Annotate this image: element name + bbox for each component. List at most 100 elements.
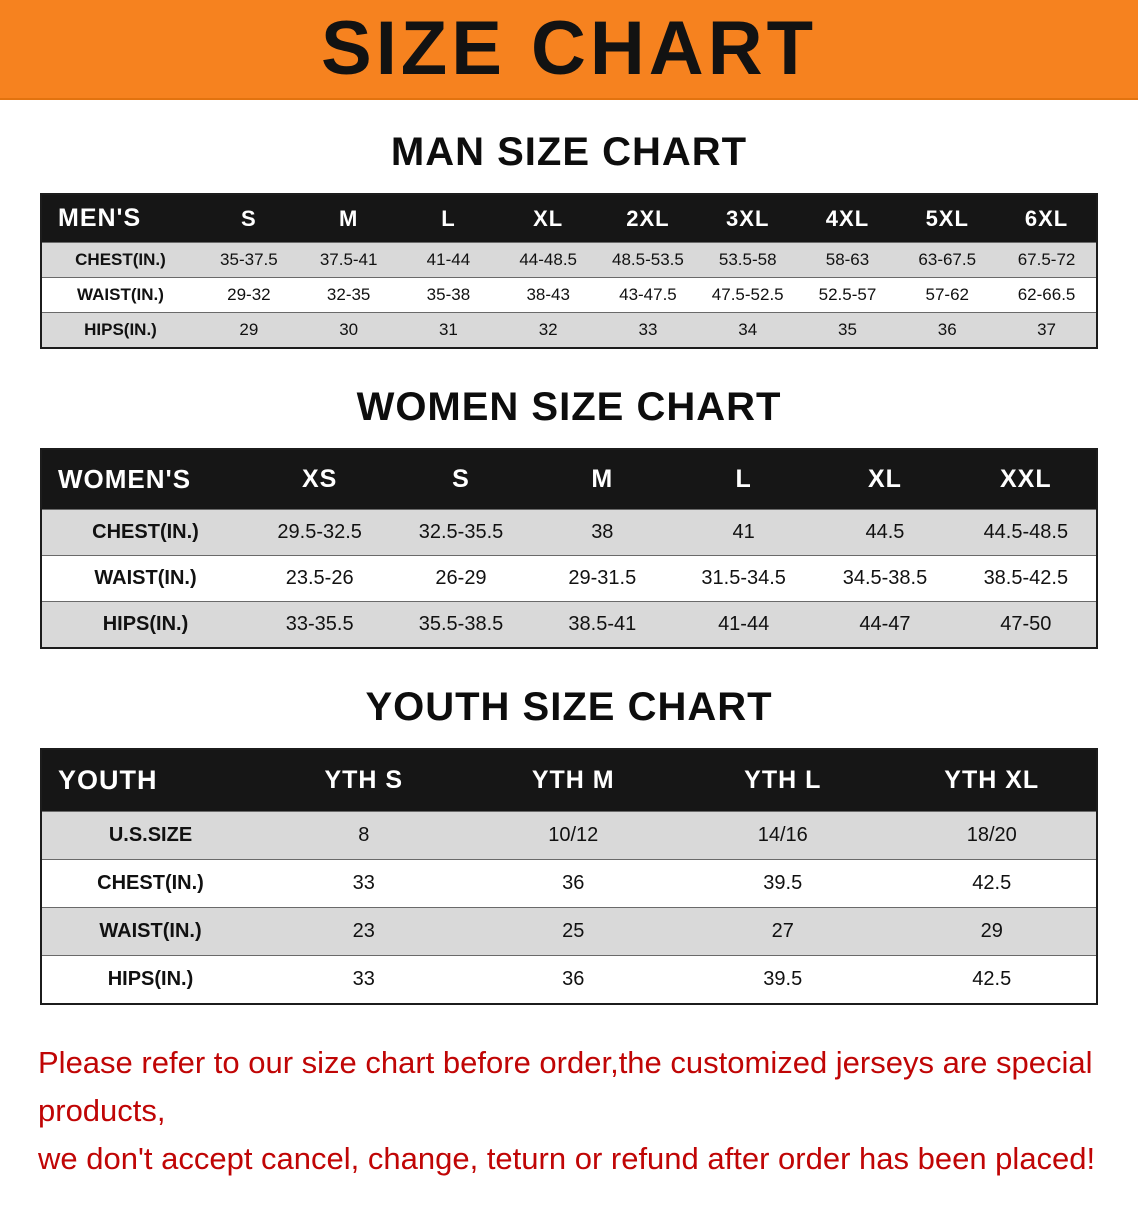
size-column-header: 2XL [598, 194, 698, 243]
size-column-header: 5XL [897, 194, 998, 243]
table-cell: 47-50 [1000, 613, 1052, 635]
row-label: CHEST(IN.) [97, 872, 204, 894]
table-cell: 39.5 [763, 968, 803, 990]
size-column-header: L [672, 449, 815, 510]
size-column-header: XS [249, 449, 391, 510]
table-cell: 38.5-42.5 [983, 567, 1069, 589]
table-cell: 29-32 [227, 285, 271, 304]
row-label: HIPS(IN.) [107, 968, 194, 990]
table-cell: 44-48.5 [519, 250, 578, 269]
table-row: WAIST(IN.) 23.5-26 26-29 29-31.5 31.5-34.5 34… [41, 555, 1097, 602]
table-cell: 39.5 [763, 872, 803, 894]
table-row: WAIST(IN.) 29-32 32-35 35-38 38-43 43-47.5 47.… [41, 277, 1097, 313]
table-row: WAIST(IN.) 23 25 27 29 [41, 907, 1097, 956]
row-label: HIPS(IN.) [84, 320, 157, 339]
table-cell: 44-47 [859, 613, 911, 635]
table-cell: 67.5-72 [1017, 250, 1076, 269]
table-cell: 10/12 [548, 824, 599, 846]
table-cell: 27 [771, 920, 794, 942]
table-cell: 38.5-41 [568, 613, 637, 635]
size-column-header: YTH M [468, 749, 678, 812]
table-cell: 25 [562, 920, 585, 942]
size-column-header: M [531, 449, 673, 510]
section-men: MAN SIZE CHART MEN'S S M L XL 2XL 3XL 4XL 5XL 6XL… [0, 130, 1138, 349]
men-size-table: MEN'S S M L XL 2XL 3XL 4XL 5XL 6XL CHEST(IN.) 35-37… [40, 193, 1098, 349]
table-cell: 42.5 [972, 968, 1012, 990]
table-cell: 14/16 [757, 824, 808, 846]
size-column-header: XL [814, 449, 956, 510]
row-label: CHEST(IN.) [75, 250, 166, 269]
table-cell: 32-35 [326, 285, 371, 304]
table-cell: 33 [352, 968, 375, 990]
table-row: HIPS(IN.) 33-35.5 35.5-38.5 38.5-41 41-44 44-… [41, 601, 1097, 648]
table-cell: 35-37.5 [220, 250, 278, 269]
section-youth: YOUTH SIZE CHART YOUTH YTH S YTH M YTH L YTH… [0, 685, 1138, 1005]
table-row: HIPS(IN.) 29 30 31 32 33 34 35 36 37 [41, 312, 1097, 348]
table-cell: 42.5 [972, 872, 1012, 894]
table-header-row: WOMEN'S XS S M L XL XXL [41, 449, 1097, 510]
row-label: WAIST(IN.) [77, 285, 164, 304]
table-cell: 57-62 [925, 285, 969, 304]
table-cell: 48.5-53.5 [612, 250, 684, 269]
table-cell: 31.5-34.5 [701, 567, 786, 589]
table-cell: 35.5-38.5 [418, 613, 504, 635]
table-cell: 29.5-32.5 [277, 521, 362, 543]
table-row: CHEST(IN.) 29.5-32.5 32.5-35.5 38 41 44.5 44.5… [41, 509, 1097, 556]
row-label: WAIST(IN.) [94, 567, 197, 589]
table-cell: 23.5-26 [285, 567, 354, 589]
table-cell: 62-66.5 [1017, 285, 1076, 304]
table-row: CHEST(IN.) 33 36 39.5 42.5 [41, 859, 1097, 908]
size-column-header: XL [498, 194, 599, 243]
disclaimer-line-1: Please refer to our size chart before or… [38, 1045, 1093, 1129]
table-cell: 32 [538, 320, 558, 339]
table-cell: 30 [339, 320, 359, 339]
table-cell: 36 [562, 968, 585, 990]
size-column-header: XXL [955, 449, 1097, 510]
table-corner-label: WOMEN'S [41, 449, 249, 510]
women-size-table: WOMEN'S XS S M L XL XXL CHEST(IN.) 29.5-32.5 32.5… [40, 448, 1098, 649]
table-cell: 29-31.5 [568, 567, 637, 589]
table-cell: 34.5-38.5 [842, 567, 928, 589]
table-cell: 18/20 [966, 824, 1017, 846]
table-cell: 37 [1037, 320, 1057, 339]
row-label: U.S.SIZE [108, 824, 193, 846]
row-label: WAIST(IN.) [99, 920, 202, 942]
table-row: U.S.SIZE 8 10/12 14/16 18/20 [41, 811, 1097, 860]
table-corner-label: MEN'S [41, 194, 199, 243]
table-cell: 58-63 [825, 250, 870, 269]
table-header-row: YOUTH YTH S YTH M YTH L YTH XL [41, 749, 1097, 812]
table-cell: 31 [438, 320, 458, 339]
table-cell: 41 [732, 521, 755, 543]
table-cell: 41-44 [426, 250, 471, 269]
size-column-header: S [199, 194, 299, 243]
youth-size-table: YOUTH YTH S YTH M YTH L YTH XL U.S.SIZE 8 10/12… [40, 748, 1098, 1005]
table-cell: 35 [838, 320, 857, 339]
table-cell: 43-47.5 [619, 285, 677, 304]
table-cell: 41-44 [718, 613, 770, 635]
table-cell: 44.5 [865, 521, 905, 543]
table-cell: 23 [352, 920, 375, 942]
table-row: CHEST(IN.) 35-37.5 37.5-41 41-44 44-48.5 48.5… [41, 242, 1097, 278]
table-cell: 36 [562, 872, 585, 894]
table-cell: 8 [358, 824, 370, 846]
size-column-header: YTH L [678, 749, 888, 812]
size-column-header: YTH S [259, 749, 469, 812]
table-cell: 47.5-52.5 [711, 285, 784, 304]
table-cell: 33 [352, 872, 375, 894]
table-cell: 26-29 [435, 567, 487, 589]
size-column-header: 4XL [797, 194, 898, 243]
table-cell: 38 [591, 521, 614, 543]
youth-section-heading: YOUTH SIZE CHART [365, 685, 773, 729]
table-cell: 63-67.5 [918, 250, 977, 269]
row-label: CHEST(IN.) [92, 521, 199, 543]
table-cell: 38-43 [526, 285, 570, 304]
size-column-header: L [398, 194, 499, 243]
table-cell: 53.5-58 [718, 250, 777, 269]
section-women: WOMEN SIZE CHART WOMEN'S XS S M L XL XXL CHEST(… [0, 385, 1138, 649]
banner: SIZE CHART [0, 0, 1138, 100]
table-row: HIPS(IN.) 33 36 39.5 42.5 [41, 955, 1097, 1004]
table-cell: 36 [937, 320, 957, 339]
table-cell: 52.5-57 [818, 285, 877, 304]
size-column-header: 6XL [997, 194, 1097, 243]
size-column-header: S [390, 449, 532, 510]
